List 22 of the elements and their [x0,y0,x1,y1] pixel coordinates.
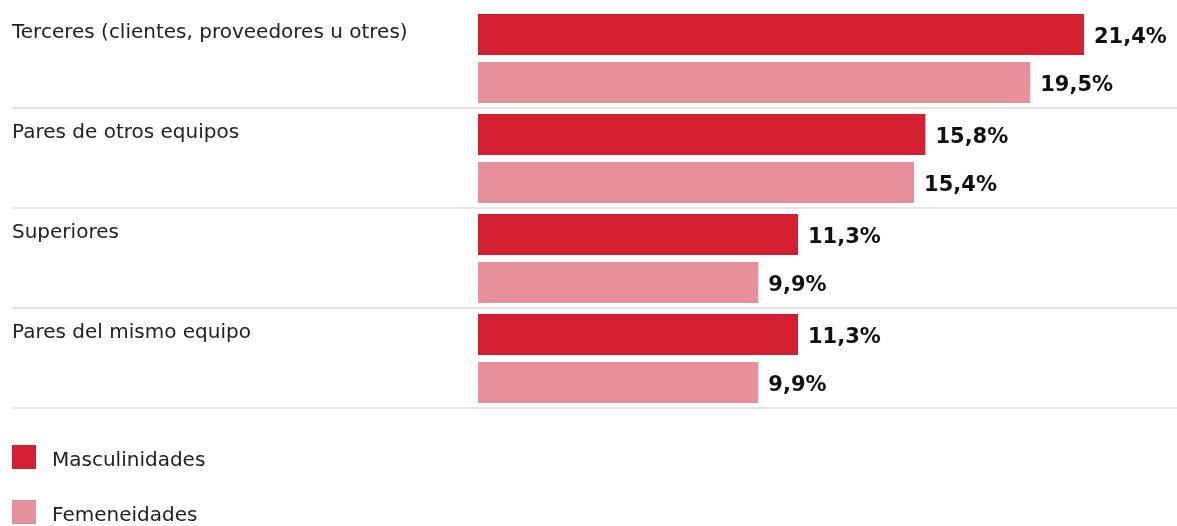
data-label: 11,3% [807,223,881,248]
bar [478,62,1031,103]
data-label: 15,4% [924,171,997,196]
bar [478,162,915,203]
bar [478,362,759,403]
data-label: 9,9% [768,371,827,396]
bar [478,14,1084,55]
legend-label: Masculinidades [52,447,206,471]
legend-label: Femeneidades [52,502,198,526]
data-label: 19,5% [1040,71,1114,96]
y-tick-label: Superiores [12,219,119,243]
bar [478,214,798,255]
data-label: 11,3% [807,323,881,348]
bar [478,114,926,155]
y-tick-label: Terceres (clientes, proveedores u otres) [11,19,408,43]
data-label: 15,8% [935,123,1009,148]
bar [478,314,798,355]
data-label: 9,9% [768,271,827,296]
y-tick-label: Pares del mismo equipo [12,319,251,343]
bar [478,262,759,303]
y-tick-label: Pares de otros equipos [12,119,240,143]
data-label: 21,4% [1094,23,1167,48]
